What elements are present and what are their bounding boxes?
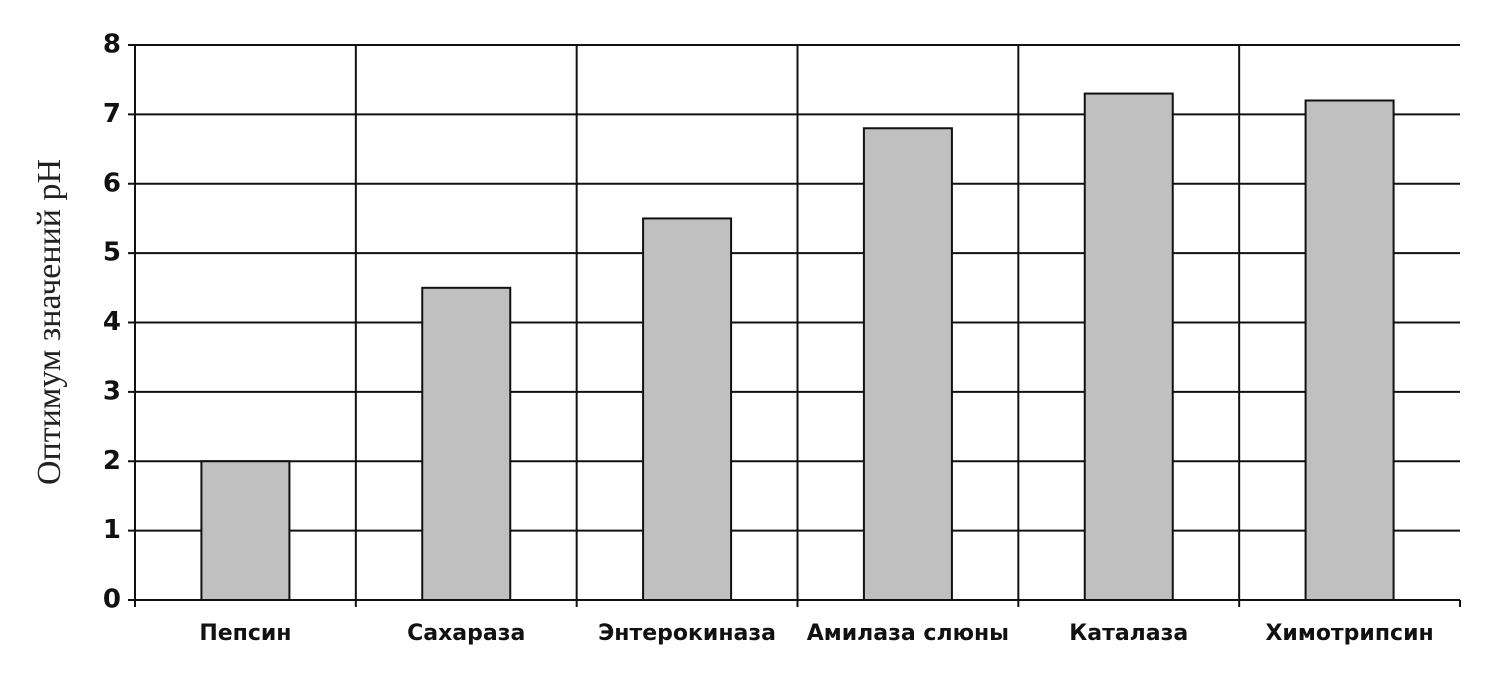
x-tick-label: Химотрипсин	[1265, 621, 1433, 646]
y-tick-label: 5	[103, 238, 121, 268]
x-tick-label: Каталаза	[1069, 621, 1188, 646]
bar	[1083, 92, 1174, 601]
x-tick-label: Энтерокиназа	[598, 621, 776, 646]
y-tick-label: 1	[103, 515, 121, 545]
bar	[862, 127, 953, 601]
y-tick-label: 8	[103, 30, 121, 60]
y-tick-label: 4	[103, 307, 121, 337]
y-tick-label: 3	[103, 376, 121, 406]
y-tick-label: 0	[103, 585, 121, 615]
y-tick-label: 2	[103, 446, 121, 476]
bar	[200, 460, 291, 601]
bar	[421, 286, 512, 601]
bar	[1304, 99, 1395, 601]
bar	[642, 217, 733, 601]
x-tick-label: Амилаза слюны	[807, 621, 1009, 646]
y-tick-label: 7	[103, 99, 121, 129]
x-tick-label: Сахараза	[407, 621, 525, 646]
y-tick-label: 6	[103, 168, 121, 198]
x-tick-label: Пепсин	[199, 621, 291, 646]
y-axis-title: Оптимум значений pH	[31, 159, 68, 485]
